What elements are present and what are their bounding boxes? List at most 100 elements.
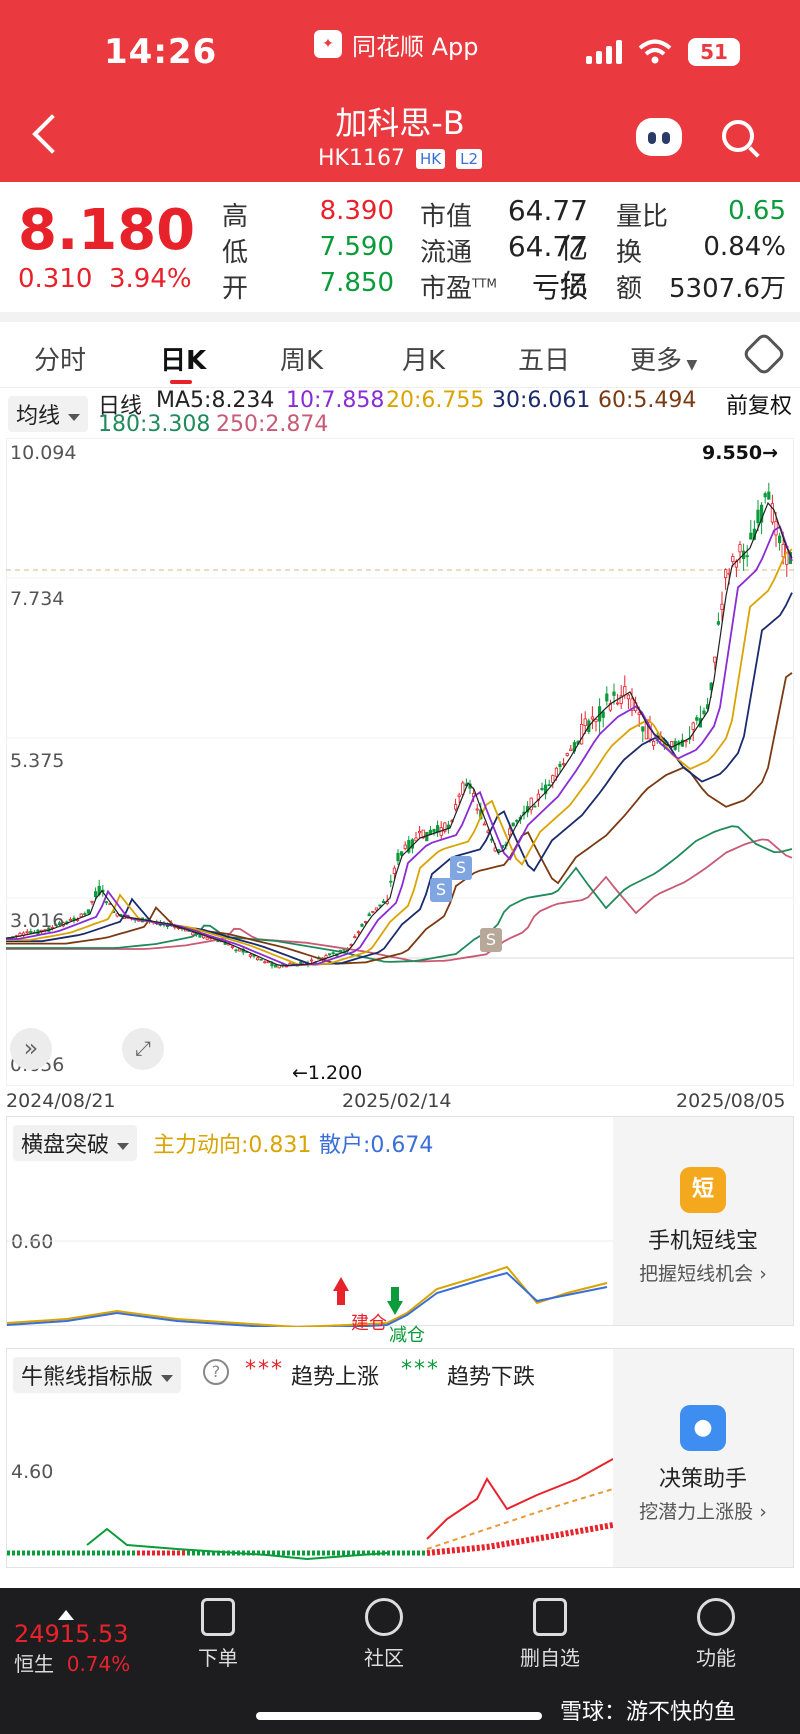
amount-value: 5307.6万 xyxy=(669,274,786,304)
candle-body xyxy=(770,503,775,523)
status-time: 14:26 xyxy=(104,32,218,72)
period-label: 日线 xyxy=(98,394,143,419)
app-badge[interactable]: ✦ 同花顺 App xyxy=(314,28,479,61)
y-label-2: 7.734 xyxy=(10,588,65,610)
signal-s-1[interactable]: S xyxy=(430,878,452,902)
decision-helper-icon: ● xyxy=(680,1405,726,1451)
candle-body xyxy=(443,822,447,832)
candle-body xyxy=(569,748,573,752)
ma5-line xyxy=(5,501,793,967)
candle-body xyxy=(544,784,548,795)
candle-body xyxy=(356,931,361,934)
candle-body xyxy=(90,900,94,903)
tab-daily-k[interactable]: 日K xyxy=(160,346,207,376)
nav-order[interactable]: 下单 xyxy=(168,1598,268,1671)
tab-more[interactable]: 更多 ▼ xyxy=(630,346,698,376)
turnover-value: 0.84% xyxy=(703,232,786,262)
high-label: 高 xyxy=(222,202,249,232)
candle-body xyxy=(583,718,587,727)
candle-body xyxy=(25,931,29,934)
candle-body xyxy=(594,719,598,723)
candle-body xyxy=(616,702,620,705)
candle-body xyxy=(273,964,278,968)
expand-icon[interactable]: » xyxy=(10,1028,52,1070)
change-percent: 3.94% xyxy=(108,264,192,294)
index-ticker[interactable]: 24915.53 恒生 0.74% xyxy=(14,1610,130,1677)
indicator1-selector[interactable]: 横盘突破 xyxy=(13,1125,138,1161)
candle-body xyxy=(691,722,695,730)
candle-body xyxy=(731,556,735,562)
fullscreen-icon[interactable]: ⤢ xyxy=(122,1028,164,1070)
candle-body xyxy=(565,753,569,756)
main-force-value: 主力动向:0.831 xyxy=(153,1133,312,1158)
candle-body xyxy=(191,932,195,936)
turnover-label: 换 xyxy=(616,238,643,268)
candle-body xyxy=(612,691,616,696)
nav-community[interactable]: 社区 xyxy=(334,1598,434,1671)
pe-label: 市盈TTM xyxy=(420,274,497,304)
tab-monthly-k[interactable]: 月K xyxy=(402,346,446,376)
top-bar: 14:26 ✦ 同花顺 App 51 加科思-B HK1167 HK L2 xyxy=(0,0,800,182)
wifi-icon xyxy=(638,39,672,64)
quote-panel: 8.180 0.310 3.94% 高 8.390 低 7.590 开 7.85… xyxy=(0,182,800,312)
candle-body xyxy=(68,919,73,921)
tab-intraday[interactable]: 分时 xyxy=(34,346,87,376)
candle-body xyxy=(417,830,422,834)
ad-short-line[interactable]: 短 手机短线宝 把握短线机会 › xyxy=(613,1117,793,1325)
search-icon[interactable] xyxy=(722,120,754,152)
candle-body xyxy=(371,910,375,913)
candle-body xyxy=(507,828,512,836)
ma180-line xyxy=(6,825,793,963)
app-logo-icon: ✦ xyxy=(314,30,342,58)
indicator2-selector[interactable]: 牛熊线指标版 xyxy=(13,1357,182,1393)
ma20-value: 20:6.755 xyxy=(386,388,485,413)
ad-short-line-sub: 把握短线机会 › xyxy=(639,1263,767,1285)
candle-body xyxy=(414,837,418,842)
candle-body xyxy=(652,740,656,747)
candle-body xyxy=(248,954,252,957)
open-label: 开 xyxy=(222,274,249,304)
nav-remove-watchlist[interactable]: 删自选 xyxy=(500,1598,600,1671)
x-label-start: 2024/08/21 xyxy=(6,1090,116,1112)
candle-body xyxy=(378,904,382,907)
candle-body xyxy=(720,603,724,611)
signal-icon xyxy=(586,40,622,64)
candle-body xyxy=(778,535,782,544)
candle-body xyxy=(605,693,609,702)
candle-body xyxy=(580,723,584,745)
tab-five-day[interactable]: 五日 xyxy=(518,346,571,376)
candle-body xyxy=(763,493,767,498)
volume-ratio-value: 0.65 xyxy=(728,196,786,226)
candle-body xyxy=(630,698,634,711)
candle-body xyxy=(435,825,440,833)
index-caret-icon xyxy=(58,1610,74,1620)
low-value: 7.590 xyxy=(319,232,394,262)
nav-functions[interactable]: 功能 xyxy=(666,1598,766,1671)
help-icon[interactable]: ? xyxy=(203,1359,229,1385)
pe-value: 亏损 xyxy=(531,271,588,304)
stock-code-row: HK1167 HK L2 xyxy=(0,146,800,171)
downtrend-label: 趋势下跌 xyxy=(447,1365,536,1390)
ad-decision-helper[interactable]: ● 决策助手 挖潜力上涨股 › xyxy=(613,1349,793,1567)
home-indicator[interactable] xyxy=(256,1712,542,1720)
ma-selector[interactable]: 均线 xyxy=(8,396,89,432)
candle-body xyxy=(234,949,238,952)
tab-weekly-k[interactable]: 周K xyxy=(280,346,324,376)
kline-chart[interactable]: 10.094 7.734 5.375 3.016 0.656 9.550→ ←1… xyxy=(5,437,795,1087)
candle-body xyxy=(781,543,785,558)
ma180-value: 180:3.308 xyxy=(98,412,211,437)
index-meta: 恒生 0.74% xyxy=(14,1652,131,1676)
robot-assistant-icon[interactable] xyxy=(636,118,682,156)
candle-body xyxy=(237,948,242,952)
stock-name: 加科思-B xyxy=(335,104,465,142)
candle-body xyxy=(58,922,62,926)
ad-decision-title: 决策助手 xyxy=(658,1467,747,1492)
ma30-value: 30:6.061 xyxy=(492,388,591,413)
candle-body xyxy=(309,959,314,962)
candle-body xyxy=(263,961,267,964)
signal-s-3[interactable]: S xyxy=(480,928,502,952)
ma10-value: 10:7.858 xyxy=(286,388,385,413)
signal-s-2[interactable]: S xyxy=(450,856,472,880)
adjust-mode[interactable]: 前复权 xyxy=(726,394,793,419)
